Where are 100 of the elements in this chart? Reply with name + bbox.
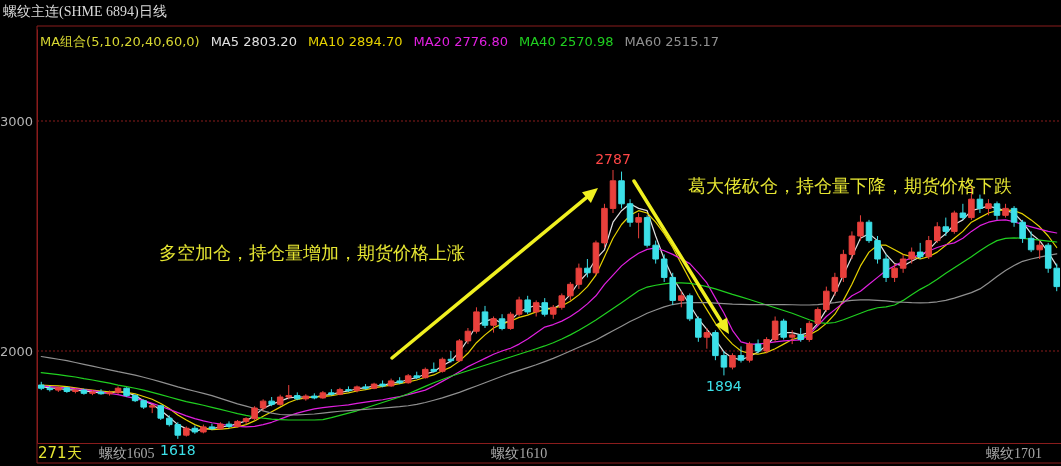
candlestick	[268, 396, 275, 407]
candlestick	[208, 423, 216, 431]
legend-title: MA组合(5,10,20,40,60,0)	[40, 34, 200, 49]
candlestick	[481, 305, 489, 329]
candlestick	[473, 306, 480, 335]
candlestick	[916, 242, 924, 260]
candlestick	[97, 388, 105, 396]
candlestick	[942, 217, 950, 237]
candlestick	[251, 405, 258, 421]
candlestick	[601, 203, 608, 248]
candlestick	[345, 385, 352, 393]
candlestick	[1019, 219, 1026, 244]
candlestick	[840, 249, 847, 283]
candlestick	[780, 318, 787, 340]
candlestick	[925, 235, 933, 260]
candlestick	[507, 311, 514, 331]
candlestick	[857, 214, 864, 242]
candlestick	[413, 371, 421, 380]
candlestick	[797, 327, 805, 343]
candlestick	[319, 390, 327, 400]
candlestick	[311, 392, 318, 400]
candlestick	[217, 421, 224, 431]
candlestick	[183, 425, 190, 438]
candlestick	[541, 297, 549, 317]
candlestick	[200, 424, 207, 434]
candlestick	[447, 350, 455, 363]
candlestick	[106, 390, 113, 397]
text: 271天	[38, 444, 82, 462]
text: MA5 2803.20	[210, 34, 297, 49]
candlestick	[1002, 203, 1009, 219]
annotation: 葛大佬砍仓，持仓量下降，期货价格下跌	[688, 175, 1012, 196]
candlestick	[771, 316, 779, 343]
annotation: 1894	[706, 378, 742, 395]
candlestick	[1027, 230, 1035, 253]
candlestick	[976, 194, 984, 214]
candlestick	[114, 385, 122, 395]
candlestick	[635, 212, 642, 239]
candlestick	[328, 388, 335, 397]
candlestick	[396, 376, 403, 385]
candlestick	[618, 171, 625, 209]
candlestick	[464, 327, 472, 345]
candlestick	[985, 198, 992, 216]
annotation: 2787	[595, 150, 631, 167]
candlestick	[626, 198, 634, 228]
candlestick	[524, 295, 531, 315]
candlestick	[763, 336, 770, 354]
candlestick	[404, 373, 412, 385]
candlestick	[720, 350, 728, 376]
candlestick	[882, 253, 890, 283]
candlestick	[746, 341, 753, 363]
candlestick	[677, 290, 685, 308]
text: MA40 2570.98	[519, 34, 614, 49]
candlestick	[993, 201, 1001, 221]
candlestick	[191, 425, 199, 435]
candlestick	[439, 356, 446, 374]
candlestick	[933, 221, 941, 244]
candlestick	[788, 329, 796, 345]
candlestick	[421, 367, 429, 380]
candlestick	[157, 404, 165, 421]
candlestick	[242, 416, 250, 426]
candlestick	[123, 386, 130, 398]
candlestick	[695, 316, 702, 343]
candlestick	[498, 313, 506, 331]
candlestick	[336, 387, 344, 396]
x-tick-label: 螺纹1610	[491, 445, 548, 461]
candlestick	[63, 386, 71, 394]
text: MA60 2515.17	[624, 34, 720, 49]
candlestick	[584, 258, 591, 278]
candlestick	[609, 169, 617, 214]
y-tick-label: 3000	[0, 113, 33, 129]
candlestick	[148, 403, 156, 414]
candlestick	[370, 382, 378, 390]
candlestick	[1036, 240, 1043, 260]
candlestick	[754, 339, 762, 354]
annotation: 多空加仓，持仓量增加，期货价格上涨	[159, 242, 465, 263]
candlestick	[225, 420, 233, 429]
chart-title: 螺纹主连(SHME 6894)日线	[3, 4, 167, 20]
text: MA10 2894.70	[307, 34, 403, 49]
annotation: 1618	[159, 441, 196, 458]
candlestick	[259, 398, 267, 412]
candlestick	[379, 379, 386, 388]
candlestick	[293, 391, 301, 401]
candlestick	[729, 352, 736, 370]
candlestick	[891, 263, 898, 283]
candlestick	[456, 338, 463, 363]
candlestick	[703, 327, 711, 350]
candlestick	[89, 389, 96, 396]
candlestick	[362, 383, 369, 391]
y-tick-label: 2000	[0, 343, 33, 359]
candlestick	[532, 299, 540, 317]
candlestick	[737, 345, 745, 363]
candlestick	[848, 230, 856, 260]
candlestick	[490, 316, 497, 334]
candlestick	[55, 385, 62, 393]
candlestick	[686, 293, 694, 322]
candlestick	[387, 378, 395, 388]
candlestick	[712, 329, 719, 361]
candlestick	[951, 210, 958, 235]
text: MA20 2776.80	[413, 34, 508, 49]
candlestick	[302, 393, 310, 402]
